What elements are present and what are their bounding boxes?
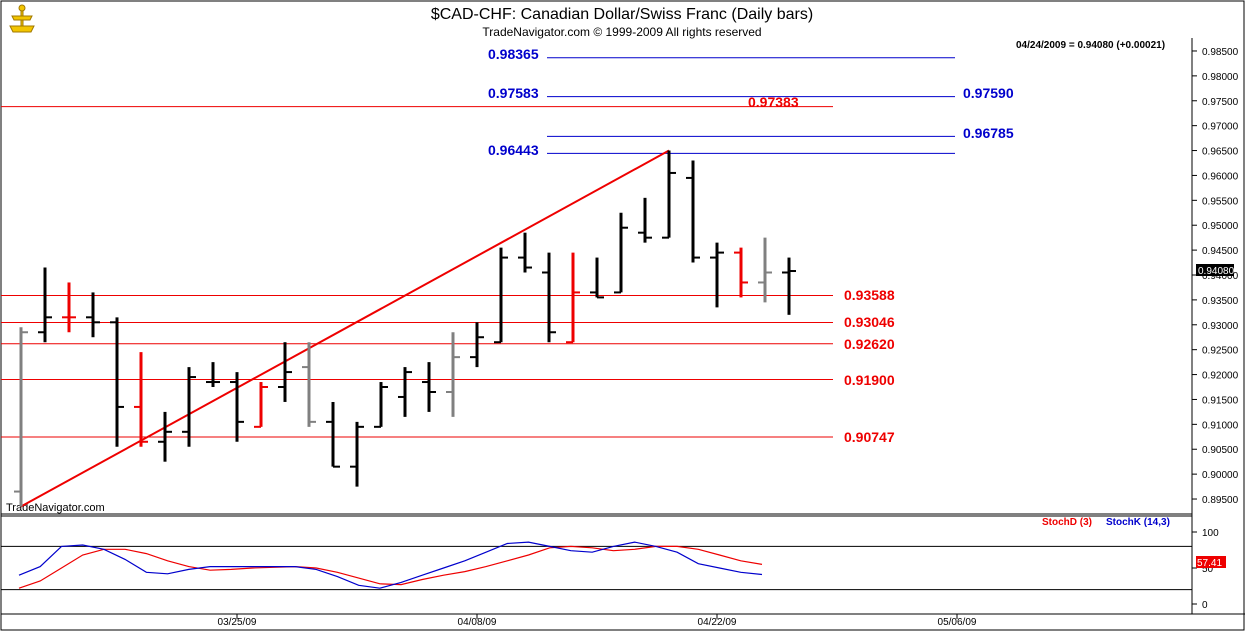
last-price-label: 0.94080 <box>1198 266 1235 277</box>
price-tick-label: 0.96500 <box>1202 147 1239 158</box>
level-label: 0.96785 <box>963 125 1014 141</box>
ohlc-bar <box>614 212 628 294</box>
stoch-tick-label: 0 <box>1202 600 1208 611</box>
stoch-lines <box>18 541 763 589</box>
ohlc-bar <box>62 282 76 333</box>
horizontal-levels: 0.98365 0.97583 0.97590 0.97383 0.96785 0.964… <box>1 46 1014 445</box>
ohlc-bar <box>782 257 796 315</box>
level-label: 0.92620 <box>844 336 895 352</box>
ohlc-bar <box>182 367 196 447</box>
price-tick-label: 0.96000 <box>1202 171 1239 182</box>
ohlc-bar <box>758 237 772 303</box>
price-tick-label: 0.95500 <box>1202 196 1239 207</box>
trendline-layer <box>20 149 670 508</box>
level-label: 0.97583 <box>488 85 539 101</box>
price-tick-label: 0.95000 <box>1202 221 1239 232</box>
ohlc-bar <box>254 382 268 428</box>
ohlc-bar <box>302 342 316 427</box>
ohlc-bar <box>542 252 556 343</box>
level-label: 0.96443 <box>488 142 539 158</box>
level-label: 0.98365 <box>488 46 539 62</box>
ohlc-bar <box>326 401 340 468</box>
ohlc-bar <box>470 322 484 368</box>
ohlc-bar <box>398 367 412 417</box>
ohlc-bar <box>374 382 388 428</box>
chart-subtitle: TradeNavigator.com © 1999-2009 All right… <box>482 25 761 39</box>
ohlc-bar <box>134 352 148 447</box>
price-tick-label: 0.94000 <box>1202 271 1239 282</box>
price-tick-label: 0.91500 <box>1202 395 1239 406</box>
ohlc-bar <box>686 160 700 263</box>
stoch-series-line <box>18 545 763 589</box>
ohlc-bar <box>422 362 436 412</box>
price-axis: 0.89500 0.90000 0.90500 0.91000 0.91500 0.920… <box>1192 47 1239 506</box>
level-label: 0.97383 <box>748 94 799 110</box>
ohlc-bar <box>734 247 748 298</box>
stoch-last-label: 57.41 <box>1197 558 1222 569</box>
stoch-axis: 0 50 100 <box>1 528 1219 611</box>
price-tick-label: 0.89500 <box>1202 495 1239 506</box>
ohlc-bar <box>350 421 364 487</box>
ohlc-bars <box>14 150 796 507</box>
quote-readout: 04/24/2009 = 0.94080 (+0.00021) <box>1016 40 1165 51</box>
stoch-tick-label: 50 <box>1202 564 1214 575</box>
ohlc-bar <box>566 252 580 344</box>
price-tick-label: 0.97000 <box>1202 122 1239 133</box>
stoch-legend-item: StochD (3) <box>1042 517 1092 528</box>
stoch-legend: StochD (3) StochK (14,3) <box>1042 517 1170 528</box>
time-tick-label: 04/08/09 <box>458 617 497 628</box>
ohlc-bar <box>518 232 532 273</box>
ohlc-bar <box>662 150 676 239</box>
ohlc-bar <box>38 267 52 343</box>
level-label: 0.93588 <box>844 287 895 303</box>
level-label: 0.90747 <box>844 429 895 445</box>
ohlc-bar <box>494 247 508 344</box>
trendline <box>20 149 670 508</box>
price-tick-label: 0.93000 <box>1202 321 1239 332</box>
ohlc-bar <box>206 362 220 388</box>
ohlc-bar <box>230 372 244 442</box>
ohlc-bar <box>158 411 172 462</box>
price-tick-label: 0.98000 <box>1202 72 1239 83</box>
time-axis: 03/25/09 04/08/09 04/22/09 05/06/09 <box>218 614 977 628</box>
tradenavigator-logo <box>9 4 35 33</box>
level-label: 0.91900 <box>844 372 895 388</box>
level-label: 0.93046 <box>844 314 895 330</box>
ohlc-bar <box>14 327 28 507</box>
ohlc-bar <box>590 257 604 299</box>
price-tick-label: 0.92000 <box>1202 371 1239 382</box>
last-price-tag <box>1196 264 1234 276</box>
time-tick-label: 05/06/09 <box>938 617 977 628</box>
price-tick-label: 0.94500 <box>1202 246 1239 257</box>
ohlc-bar <box>710 242 724 308</box>
ohlc-bar <box>86 292 100 338</box>
stoch-tick-label: 100 <box>1202 528 1219 539</box>
level-label: 0.97590 <box>963 85 1014 101</box>
price-tick-label: 0.91000 <box>1202 420 1239 431</box>
price-tick-label: 0.93500 <box>1202 296 1239 307</box>
ohlc-bar <box>638 197 652 243</box>
time-tick-label: 04/22/09 <box>698 617 737 628</box>
price-tick-label: 0.90000 <box>1202 470 1239 481</box>
stoch-series-line <box>18 541 763 589</box>
ohlc-bar <box>278 342 292 402</box>
stoch-legend-item: StochK (14,3) <box>1106 517 1170 528</box>
price-tick-label: 0.92500 <box>1202 346 1239 357</box>
stoch-last-tag <box>1196 556 1226 568</box>
ohlc-bar <box>110 317 124 447</box>
ohlc-bar <box>446 332 460 417</box>
price-tick-label: 0.98500 <box>1202 47 1239 58</box>
price-tick-label: 0.90500 <box>1202 445 1239 456</box>
chart-title: $CAD-CHF: Canadian Dollar/Swiss Franc (D… <box>431 6 813 23</box>
price-tick-label: 0.97500 <box>1202 97 1239 108</box>
watermark: TradeNavigator.com <box>6 502 105 514</box>
time-tick-label: 03/25/09 <box>218 617 257 628</box>
